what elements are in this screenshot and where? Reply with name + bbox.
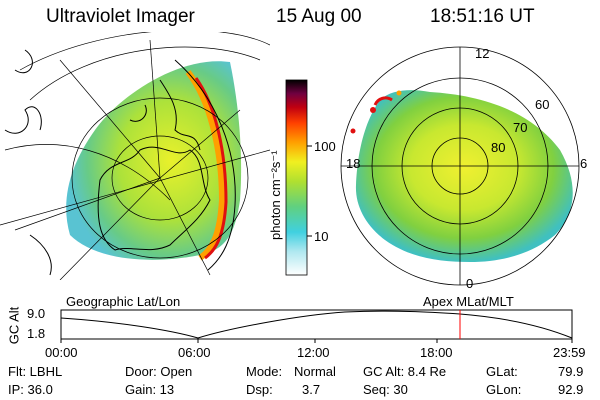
coastlines (4, 49, 211, 276)
mlat-label-80: 80 (491, 140, 506, 155)
aurora-oval-edge (185, 70, 226, 261)
geographic-map (0, 32, 270, 280)
aurora-fill (66, 61, 242, 260)
time-tick-1800: 18:00 (420, 345, 453, 360)
mlt-label-18: 18 (346, 156, 361, 171)
lat-lon-grid (0, 32, 270, 280)
dsp-label: Dsp: (246, 382, 273, 397)
glat-value: 79.9 (558, 364, 584, 379)
colorbar-tick-100: 100 (314, 139, 336, 154)
mlt-label-0: 0 (466, 276, 474, 291)
mlat-label-70: 70 (513, 120, 528, 135)
aurora-oval-core (194, 77, 228, 260)
glat-label: GLat: (486, 364, 518, 379)
mlt-label-6: 6 (580, 156, 588, 171)
ip-status: IP: 36.0 (8, 382, 53, 397)
instrument-title: Ultraviolet Imager (46, 6, 195, 27)
door-status: Door: Open (125, 364, 193, 379)
right-panel-caption: Apex MLat/MLT (423, 294, 514, 309)
date-label: 15 Aug 00 (276, 6, 362, 27)
time-tick-0600: 06:00 (178, 345, 211, 360)
altitude-ylabel: GC Alt (6, 306, 22, 345)
mlat-label-60: 60 (535, 97, 550, 112)
gain-status: Gain: 13 (125, 382, 175, 397)
altitude-plot (60, 309, 573, 343)
glon-label: GLon: (486, 382, 522, 397)
mode-value: Normal (294, 364, 336, 379)
altitude-curve (60, 310, 573, 339)
mode-label: Mode: (246, 364, 283, 379)
colorbar-unit-label: photon cm⁻²s⁻¹ (268, 150, 283, 240)
colorbar-tick-10: 10 (314, 229, 329, 244)
time-label: 18:51:16 UT (430, 6, 535, 27)
auroral-image-fill (355, 90, 573, 262)
glon-value: 92.9 (558, 382, 584, 397)
time-tick-0000: 00:00 (45, 345, 78, 360)
time-tick-1200: 12:00 (297, 345, 330, 360)
earth-limb (174, 59, 236, 271)
gc-alt-status: GC Alt: 8.4 Re (363, 364, 447, 379)
altitude-ytick-high: 9.0 (27, 306, 46, 321)
left-panel-caption: Geographic Lat/Lon (66, 294, 181, 309)
mlt-label-12: 12 (475, 46, 490, 61)
filter-status: Flt: LBHL (8, 364, 63, 379)
altitude-ytick-low: 1.8 (27, 326, 46, 341)
seq-status: Seq: 30 (363, 382, 408, 397)
colorbar (285, 79, 308, 276)
dsp-value: 3.7 (302, 382, 321, 397)
time-tick-2359: 23:59 (553, 345, 586, 360)
magnetic-polar-plot (340, 46, 580, 286)
